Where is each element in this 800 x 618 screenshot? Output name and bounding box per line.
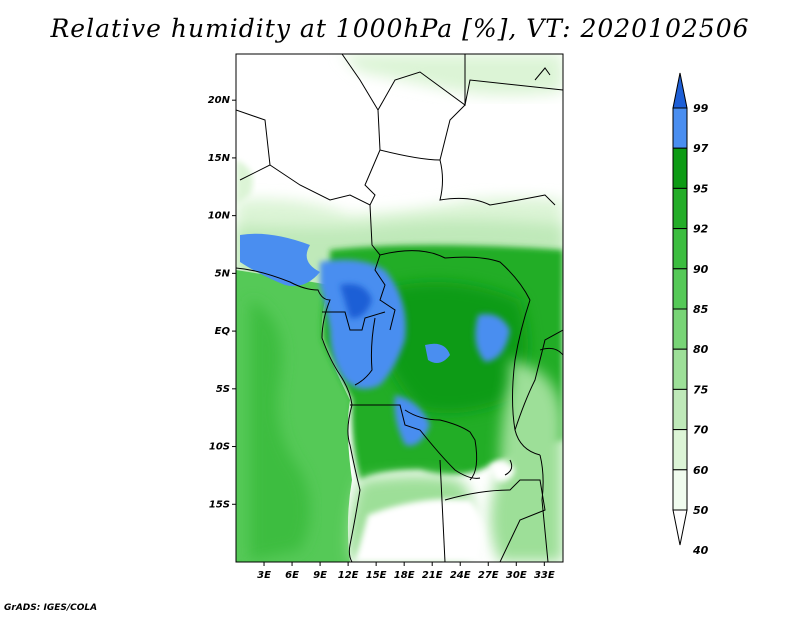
colorbar-label: 60 <box>693 464 709 477</box>
colorbar-segment <box>672 268 688 310</box>
lat-tick-label: 10N <box>208 211 231 222</box>
colorbar-arrow-top <box>672 72 688 109</box>
lon-tick-label: 27E <box>478 570 499 581</box>
lon-tick-label: 6E <box>285 570 299 581</box>
lat-tick-label: 15S <box>209 499 230 510</box>
credit-label: GrADS: IGES/COLA <box>4 603 98 613</box>
colorbar-label: 40 <box>692 544 709 557</box>
lat-tick-label: 5N <box>215 268 231 279</box>
colorbar-label: 99 <box>693 102 709 115</box>
longitude-axis: 3E 6E 9E 12E 15E 18E 21E 24E 27E 30E 33E <box>257 562 555 581</box>
colorbar-segment <box>672 147 688 189</box>
colorbar-segment <box>672 388 688 431</box>
map-border <box>235 53 564 563</box>
colorbar-segment <box>672 348 688 390</box>
lon-tick-label: 15E <box>366 570 387 581</box>
lon-tick-label: 21E <box>422 570 443 581</box>
lon-tick-label: 9E <box>313 570 327 581</box>
colorbar-label: 95 <box>693 182 709 195</box>
colorbar-label: 85 <box>693 303 709 316</box>
lon-tick-label: 24E <box>450 570 471 581</box>
lon-tick-label: 18E <box>394 570 415 581</box>
chart-title: Relative humidity at 1000hPa [%], VT: 20… <box>50 14 750 43</box>
colorbar-arrow-bottom <box>672 509 688 546</box>
colorbar-label: 75 <box>693 383 709 396</box>
lon-tick-label: 33E <box>534 570 555 581</box>
colorbar-segment <box>672 107 688 149</box>
country-boundaries <box>236 54 563 562</box>
lon-tick-label: 3E <box>257 570 271 581</box>
lat-tick-label: 10S <box>209 442 230 453</box>
lon-tick-label: 12E <box>338 570 359 581</box>
lon-tick-label: 30E <box>506 570 527 581</box>
colorbar-label: 80 <box>693 343 709 356</box>
lat-tick-label: 20N <box>208 95 231 106</box>
colorbar-label: 50 <box>693 504 709 517</box>
humidity-field <box>236 54 563 562</box>
lat-tick-label: EQ <box>215 326 231 337</box>
colorbar-label: 97 <box>693 142 709 155</box>
lat-tick-label: 15N <box>208 153 231 164</box>
colorbar-segment <box>672 228 688 270</box>
colorbar-label: 70 <box>693 424 709 437</box>
colorbar-label: 90 <box>693 263 709 276</box>
colorbar-label: 92 <box>693 223 709 236</box>
colorbar-segment <box>672 187 688 230</box>
colorbar-segment <box>672 469 688 511</box>
colorbar-segment <box>672 429 688 471</box>
colorbar: 99 97 95 92 90 85 80 75 70 60 50 40 <box>672 72 709 557</box>
colorbar-segment <box>672 308 688 350</box>
lat-tick-label: 5S <box>216 384 230 395</box>
latitude-axis: 20N 15N 10N 5N EQ 5S 10S 15S <box>208 95 236 510</box>
